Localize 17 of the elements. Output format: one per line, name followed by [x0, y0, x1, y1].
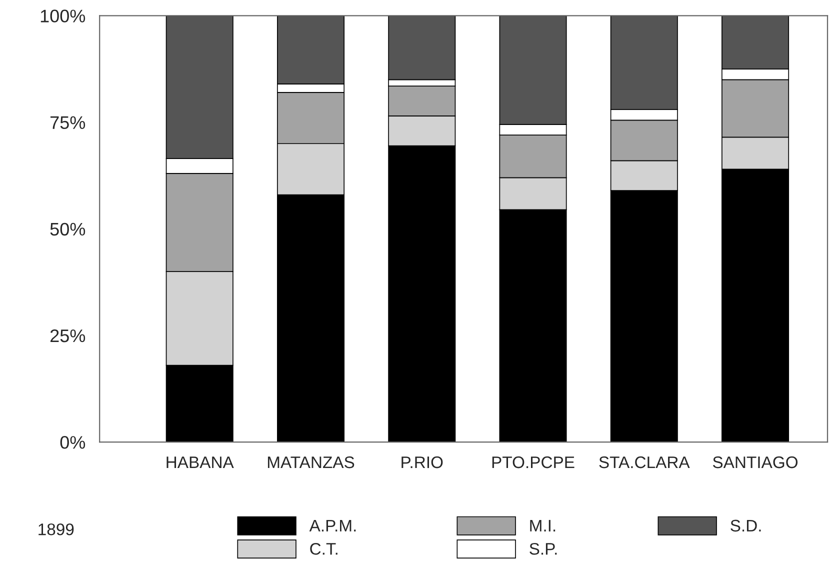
- x-tick-label: PTO.PCPE: [492, 456, 574, 468]
- x-tick-label: HABANA: [166, 456, 234, 468]
- text: 1899: [38, 523, 74, 536]
- legend-label: M.I.: [530, 520, 556, 532]
- y-tick-label: 25%: [50, 329, 86, 342]
- y-tick-label: 50%: [50, 222, 86, 236]
- legend-label: C.T.: [310, 542, 338, 555]
- y-tick-label: 75%: [50, 116, 86, 130]
- x-tick-label: P.RIO: [402, 456, 443, 468]
- y-tick-label: 0%: [60, 436, 86, 449]
- x-tick-label: MATANZAS: [268, 456, 354, 468]
- x-tick-label: SANTIAGO: [712, 456, 798, 468]
- x-tick-label: STA.CLARA: [599, 456, 690, 468]
- legend-label: S.P.: [530, 542, 557, 555]
- legend-label: A.P.M.: [309, 520, 356, 532]
- legend-label: S.D.: [730, 520, 761, 532]
- y-tick-label: 100%: [40, 10, 86, 22]
